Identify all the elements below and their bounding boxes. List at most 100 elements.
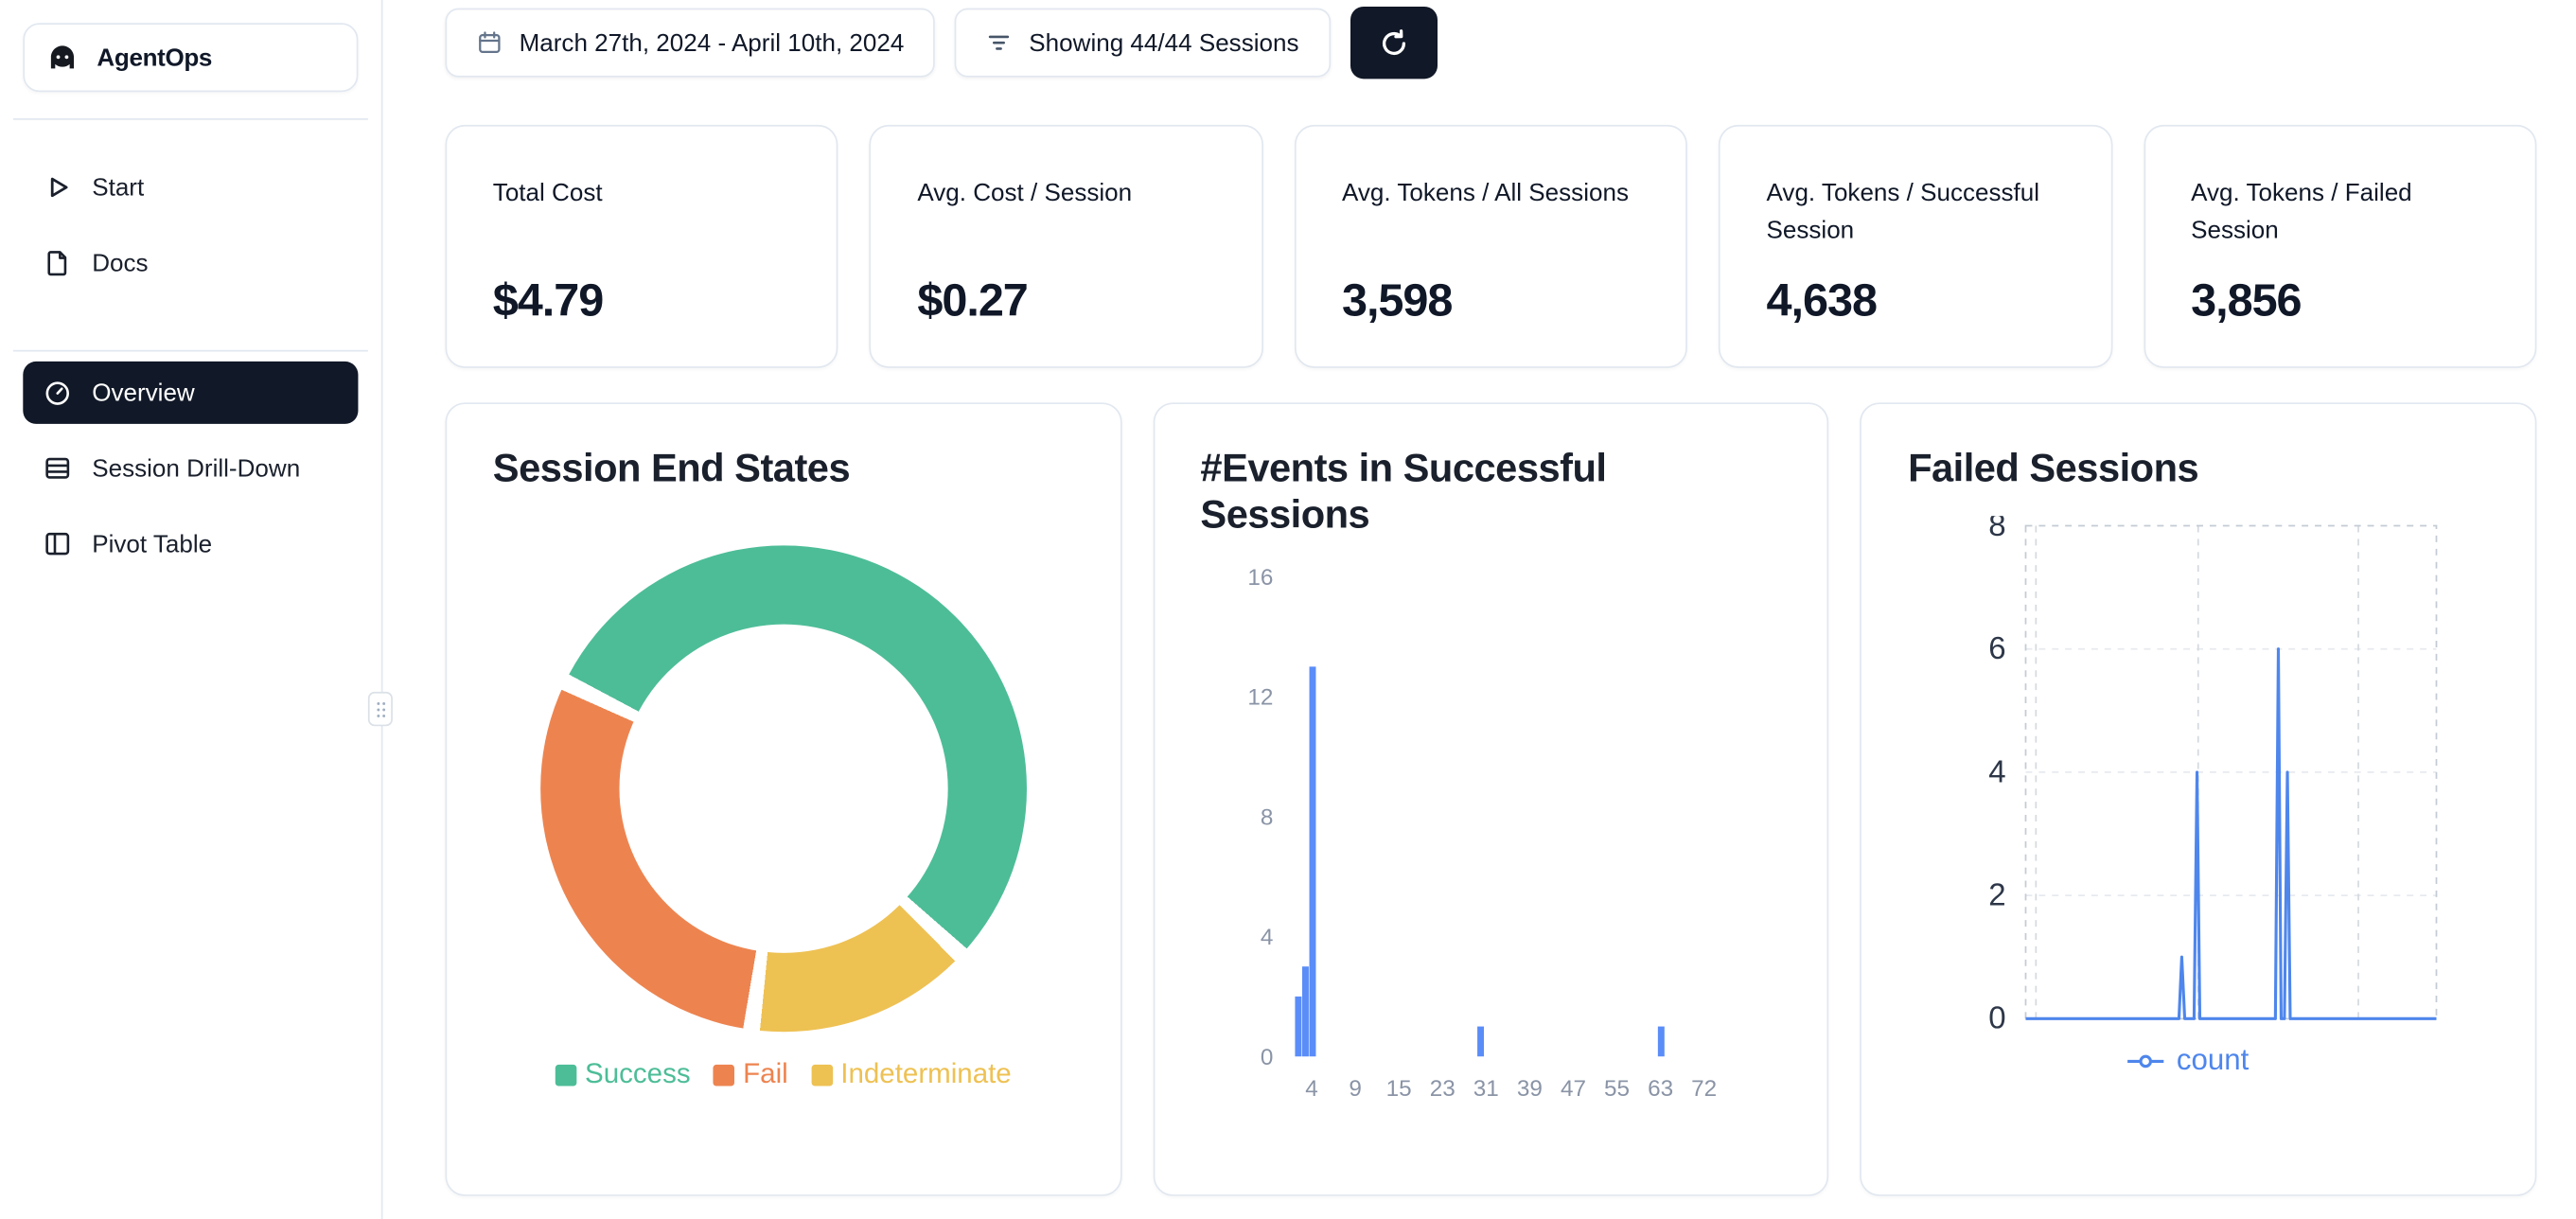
bar bbox=[1476, 1025, 1484, 1056]
stat-title: Avg. Tokens / All Sessions bbox=[1341, 179, 1629, 207]
date-range-button[interactable]: March 27th, 2024 - April 10th, 2024 bbox=[445, 8, 936, 78]
line-legend-marker-icon bbox=[2126, 1054, 2163, 1068]
svg-text:4: 4 bbox=[1305, 1075, 1318, 1101]
legend-item-fail[interactable]: Fail bbox=[713, 1058, 788, 1092]
stat-card-avg-tokens-failed: Avg. Tokens / Failed Session 3,856 bbox=[2143, 124, 2537, 368]
svg-text:12: 12 bbox=[1247, 684, 1273, 710]
sidebar-item-label: Overview bbox=[92, 379, 195, 407]
sidebar-item-label: Start bbox=[92, 173, 145, 202]
line-legend-count[interactable]: count bbox=[1908, 1044, 2466, 1078]
refresh-button[interactable] bbox=[1350, 6, 1438, 80]
svg-text:15: 15 bbox=[1385, 1075, 1411, 1101]
legend-swatch bbox=[713, 1064, 735, 1086]
svg-text:4: 4 bbox=[1989, 754, 2006, 789]
svg-text:9: 9 bbox=[1349, 1075, 1362, 1101]
stat-title: Avg. Tokens / Failed Session bbox=[2191, 179, 2412, 244]
svg-text:31: 31 bbox=[1473, 1075, 1498, 1101]
svg-text:55: 55 bbox=[1603, 1075, 1629, 1101]
stat-card-avg-tokens-all: Avg. Tokens / All Sessions 3,598 bbox=[1294, 124, 1688, 368]
stat-title: Total Cost bbox=[492, 179, 603, 207]
line-legend-label: count bbox=[2176, 1043, 2250, 1077]
sidebar-item-docs[interactable]: Docs bbox=[23, 232, 358, 294]
legend-label: Fail bbox=[743, 1058, 788, 1090]
legend-swatch bbox=[811, 1064, 833, 1086]
sidebar-item-overview[interactable]: Overview bbox=[23, 361, 359, 424]
stat-value: $4.79 bbox=[492, 274, 604, 326]
svg-text:2: 2 bbox=[1989, 877, 2006, 912]
svg-text:72: 72 bbox=[1691, 1075, 1717, 1101]
stat-title: Avg. Cost / Session bbox=[917, 179, 1133, 207]
sidebar-nav-top: Start Docs bbox=[23, 156, 358, 294]
stat-card-avg-cost: Avg. Cost / Session $0.27 bbox=[870, 124, 1263, 368]
sidebar-item-label: Docs bbox=[92, 249, 149, 277]
sidebar-divider bbox=[12, 349, 368, 352]
sidebar-item-label: Pivot Table bbox=[92, 529, 213, 558]
sidebar-item-start[interactable]: Start bbox=[23, 156, 358, 219]
bar bbox=[1294, 996, 1301, 1056]
session-end-states-card: Session End States Success Fail bbox=[445, 402, 1122, 1196]
grip-dots-icon bbox=[376, 701, 385, 717]
bar bbox=[1308, 665, 1315, 1056]
agentops-logo-icon bbox=[44, 40, 80, 76]
donut-chart-wrap: Success Fail Indeterminate bbox=[493, 545, 1074, 1092]
stat-value: 4,638 bbox=[1766, 274, 1878, 326]
chart-title: Failed Sessions bbox=[1908, 447, 2199, 492]
date-range-label: March 27th, 2024 - April 10th, 2024 bbox=[519, 28, 905, 57]
legend-swatch bbox=[555, 1064, 577, 1086]
stat-card-total-cost: Total Cost $4.79 bbox=[445, 124, 839, 368]
svg-text:6: 6 bbox=[1989, 631, 2006, 666]
legend-label: Indeterminate bbox=[840, 1058, 1012, 1090]
columns-icon bbox=[43, 529, 72, 558]
stat-card-avg-tokens-successful: Avg. Tokens / Successful Session 4,638 bbox=[1719, 124, 2112, 368]
chart-title: Session End States bbox=[492, 447, 851, 492]
stat-cards-row: Total Cost $4.79 Avg. Cost / Session $0.… bbox=[445, 124, 2537, 368]
legend-item-indeterminate[interactable]: Indeterminate bbox=[811, 1059, 1012, 1092]
donut-chart bbox=[539, 545, 1027, 1033]
svg-text:47: 47 bbox=[1560, 1075, 1585, 1101]
donut-legend: Success Fail Indeterminate bbox=[555, 1058, 1012, 1092]
logo-label: AgentOps bbox=[97, 44, 213, 72]
bar bbox=[1657, 1025, 1665, 1056]
stat-value: $0.27 bbox=[917, 274, 1028, 326]
bar bbox=[1301, 965, 1309, 1056]
play-icon bbox=[43, 172, 72, 202]
stat-value: 3,856 bbox=[2191, 274, 2302, 326]
svg-text:39: 39 bbox=[1516, 1075, 1542, 1101]
sidebar-item-pivot-table[interactable]: Pivot Table bbox=[23, 513, 358, 575]
svg-text:63: 63 bbox=[1647, 1075, 1672, 1101]
svg-text:8: 8 bbox=[1260, 804, 1273, 830]
main-content: March 27th, 2024 - April 10th, 2024 Show… bbox=[382, 0, 2576, 1219]
sidebar-item-session-drill-down[interactable]: Session Drill-Down bbox=[23, 437, 358, 500]
session-filter-label: Showing 44/44 Sessions bbox=[1029, 28, 1299, 57]
failed-sessions-line-chart: 0 2 4 6 8 bbox=[1908, 507, 2489, 1037]
chart-title: #Events in Successful Sessions bbox=[1200, 447, 1607, 539]
legend-item-success[interactable]: Success bbox=[555, 1058, 691, 1092]
logo[interactable]: AgentOps bbox=[23, 23, 359, 93]
events-bar-chart: 0 4 8 12 16 4 9 15 23 31 39 47 55 63 72 bbox=[1200, 556, 1781, 1114]
sidebar-resize-handle[interactable] bbox=[367, 691, 393, 727]
svg-text:0: 0 bbox=[1260, 1044, 1273, 1069]
filter-icon bbox=[986, 29, 1013, 56]
svg-text:0: 0 bbox=[1989, 1000, 2006, 1029]
sidebar-item-label: Session Drill-Down bbox=[92, 454, 301, 483]
svg-text:4: 4 bbox=[1260, 925, 1273, 950]
rows-icon bbox=[43, 453, 72, 483]
failed-sessions-card: Failed Sessions 0 2 4 6 8 count bbox=[1860, 402, 2537, 1196]
sidebar-divider bbox=[12, 117, 368, 120]
count-line bbox=[2026, 647, 2438, 1021]
gauge-icon bbox=[43, 378, 72, 407]
topbar: March 27th, 2024 - April 10th, 2024 Show… bbox=[445, 6, 2536, 80]
refresh-icon bbox=[1382, 28, 1405, 55]
stat-value: 3,598 bbox=[1341, 274, 1453, 326]
legend-label: Success bbox=[585, 1058, 691, 1090]
charts-row: Session End States Success Fail bbox=[445, 402, 2537, 1196]
svg-text:23: 23 bbox=[1429, 1075, 1455, 1101]
session-filter-button[interactable]: Showing 44/44 Sessions bbox=[955, 8, 1331, 78]
stat-title: Avg. Tokens / Successful Session bbox=[1766, 179, 2040, 244]
calendar-icon bbox=[476, 29, 503, 56]
events-histogram-card: #Events in Successful Sessions 0 4 8 12 16 4 9… bbox=[1153, 402, 1829, 1196]
svg-text:16: 16 bbox=[1247, 564, 1273, 590]
svg-text:8: 8 bbox=[1989, 517, 2006, 543]
